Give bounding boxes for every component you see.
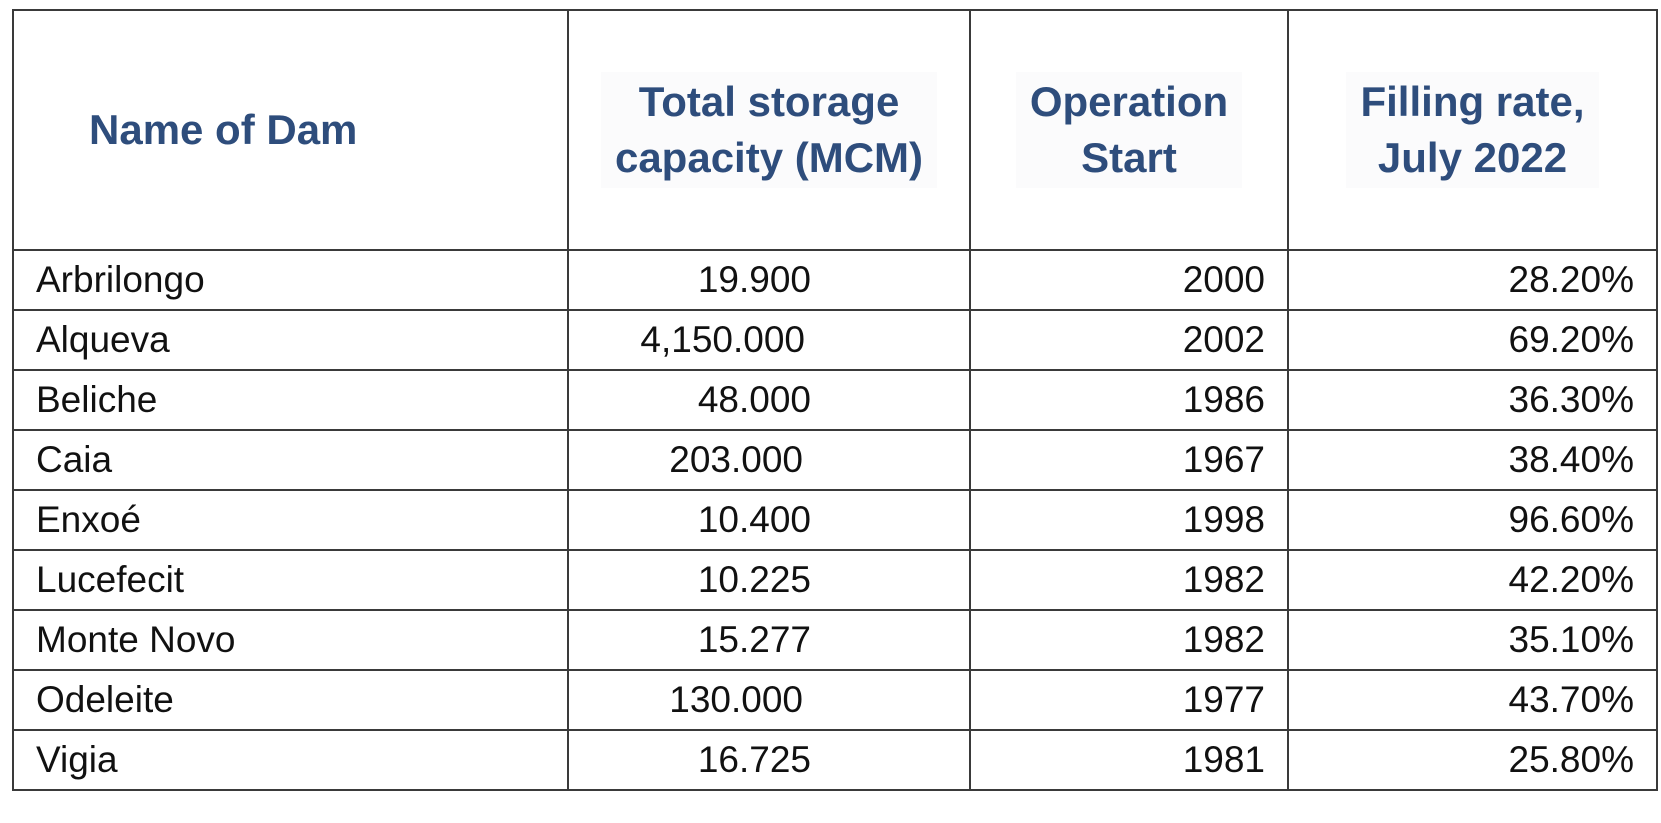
cell-dam-name: Odeleite — [12, 669, 569, 731]
cell-filling-rate: 38.40% — [1287, 429, 1658, 491]
cell-filling-rate: 42.20% — [1287, 549, 1658, 611]
table-row: Arbrilongo 19.900 2000 28.20% — [12, 249, 1658, 311]
dam-table-container: Name of Dam Total storage capacity (MCM)… — [12, 9, 1658, 791]
cell-capacity: 16.725 — [567, 729, 971, 791]
cell-dam-name: Vigia — [12, 729, 569, 791]
cell-operation-start: 1986 — [969, 369, 1289, 431]
cell-capacity: 48.000 — [567, 369, 971, 431]
header-filling-rate: Filling rate, July 2022 — [1287, 9, 1658, 251]
cell-operation-start: 1977 — [969, 669, 1289, 731]
cell-filling-rate: 43.70% — [1287, 669, 1658, 731]
cell-capacity: 130.000 — [567, 669, 971, 731]
table-body: Arbrilongo 19.900 2000 28.20% Alqueva 4,… — [12, 249, 1658, 791]
dam-table: Name of Dam Total storage capacity (MCM)… — [12, 9, 1658, 791]
header-start-line1: Operation — [1029, 78, 1229, 125]
table-row: Monte Novo 15.277 1982 35.10% — [12, 609, 1658, 671]
cell-capacity: 19.900 — [567, 249, 971, 311]
table-header: Name of Dam Total storage capacity (MCM)… — [12, 9, 1658, 251]
header-name-of-dam: Name of Dam — [12, 9, 569, 251]
cell-capacity: 10.225 — [567, 549, 971, 611]
header-rate-line1: Filling rate, — [1360, 78, 1585, 125]
table-row: Caia 203.000 1967 38.40% — [12, 429, 1658, 491]
header-start-line2: Start — [1081, 134, 1177, 181]
cell-dam-name: Enxoé — [12, 489, 569, 551]
cell-operation-start: 1967 — [969, 429, 1289, 491]
header-total-storage-capacity: Total storage capacity (MCM) — [567, 9, 971, 251]
table-row: Alqueva 4,150.000 2002 69.20% — [12, 309, 1658, 371]
header-capacity-label: Total storage capacity (MCM) — [600, 72, 938, 188]
cell-dam-name: Beliche — [12, 369, 569, 431]
header-capacity-line1: Total storage — [638, 78, 900, 125]
header-capacity-line2: capacity (MCM) — [614, 134, 924, 181]
cell-filling-rate: 36.30% — [1287, 369, 1658, 431]
cell-operation-start: 2002 — [969, 309, 1289, 371]
cell-filling-rate: 25.80% — [1287, 729, 1658, 791]
cell-dam-name: Lucefecit — [12, 549, 569, 611]
cell-filling-rate: 96.60% — [1287, 489, 1658, 551]
header-operation-start: Operation Start — [969, 9, 1289, 251]
header-rate-label: Filling rate, July 2022 — [1346, 72, 1599, 188]
cell-dam-name: Alqueva — [12, 309, 569, 371]
table-row: Enxoé 10.400 1998 96.60% — [12, 489, 1658, 551]
cell-filling-rate: 69.20% — [1287, 309, 1658, 371]
cell-capacity: 4,150.000 — [567, 309, 971, 371]
cell-operation-start: 2000 — [969, 249, 1289, 311]
cell-capacity: 203.000 — [567, 429, 971, 491]
cell-dam-name: Arbrilongo — [12, 249, 569, 311]
header-start-label: Operation Start — [1015, 72, 1243, 188]
table-row: Beliche 48.000 1986 36.30% — [12, 369, 1658, 431]
header-name-of-dam-label: Name of Dam — [89, 106, 358, 153]
cell-dam-name: Caia — [12, 429, 569, 491]
cell-operation-start: 1981 — [969, 729, 1289, 791]
cell-filling-rate: 35.10% — [1287, 609, 1658, 671]
table-row: Odeleite 130.000 1977 43.70% — [12, 669, 1658, 731]
header-rate-line2: July 2022 — [1377, 134, 1568, 181]
cell-operation-start: 1998 — [969, 489, 1289, 551]
table-row: Lucefecit 10.225 1982 42.20% — [12, 549, 1658, 611]
cell-dam-name: Monte Novo — [12, 609, 569, 671]
cell-operation-start: 1982 — [969, 609, 1289, 671]
cell-capacity: 10.400 — [567, 489, 971, 551]
cell-filling-rate: 28.20% — [1287, 249, 1658, 311]
table-row: Vigia 16.725 1981 25.80% — [12, 729, 1658, 791]
cell-capacity: 15.277 — [567, 609, 971, 671]
cell-operation-start: 1982 — [969, 549, 1289, 611]
header-row: Name of Dam Total storage capacity (MCM)… — [12, 9, 1658, 251]
